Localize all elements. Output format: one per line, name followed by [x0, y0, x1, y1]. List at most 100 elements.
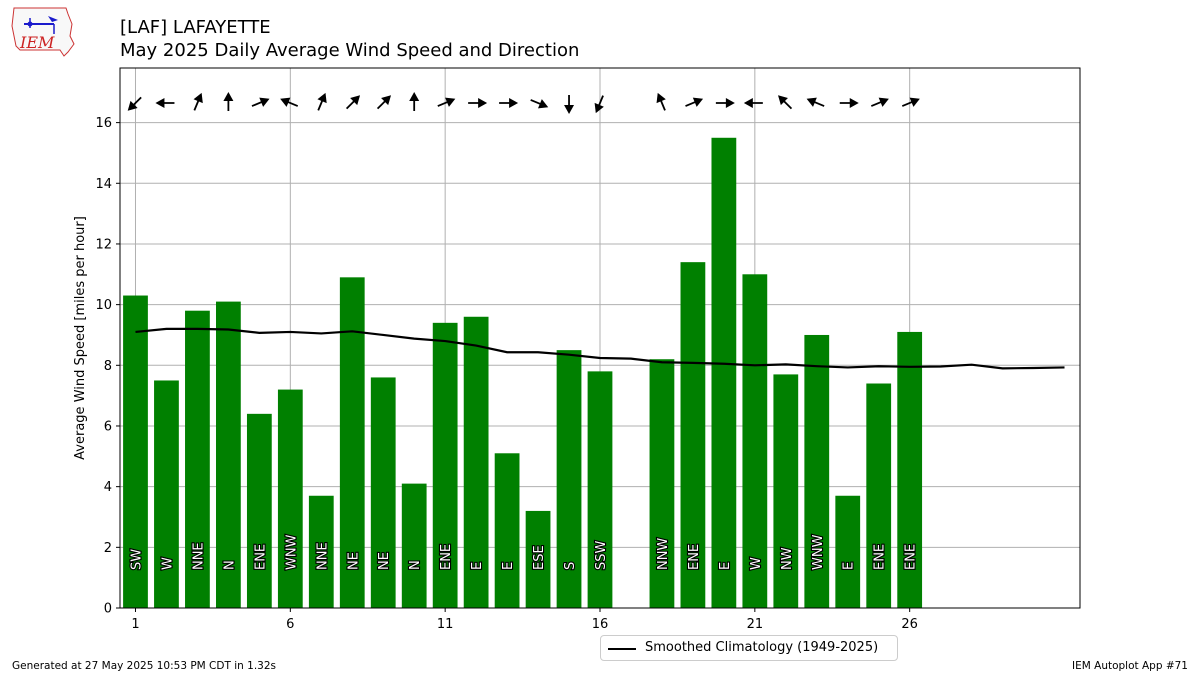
- direction-label-day-2: W: [160, 557, 175, 570]
- direction-arrow-day-20: [715, 98, 735, 108]
- y-tick-label: 10: [95, 298, 112, 313]
- direction-arrow-day-21: [743, 98, 763, 108]
- legend-label-climatology: Smoothed Climatology (1949-2025): [645, 640, 879, 655]
- direction-arrow-day-2: [155, 98, 175, 108]
- legend: Smoothed Climatology (1949-2025): [600, 635, 898, 661]
- direction-label-day-23: WNW: [811, 534, 826, 570]
- legend-swatch-climatology: [608, 648, 636, 650]
- direction-label-day-5: ENE: [253, 544, 268, 570]
- direction-arrow-day-4: [223, 92, 234, 111]
- direction-label-day-8: NE: [346, 552, 361, 570]
- bar-day-15: [556, 350, 582, 608]
- direction-label-day-7: NNE: [315, 542, 330, 570]
- direction-label-day-13: E: [501, 562, 516, 570]
- x-tick-label: 16: [592, 617, 609, 632]
- bar-day-10: [401, 483, 427, 608]
- bar-day-24: [835, 495, 861, 608]
- bar-day-25: [866, 383, 892, 608]
- direction-label-day-3: NNE: [191, 542, 206, 570]
- bar-day-1: [123, 295, 148, 608]
- direction-label-day-14: ESE: [532, 545, 547, 570]
- y-tick-label: 12: [95, 237, 112, 252]
- bar-day-22: [773, 374, 799, 608]
- bar-day-11: [432, 322, 458, 608]
- direction-arrow-day-12: [468, 98, 488, 108]
- bar-day-4: [216, 301, 241, 608]
- bar-day-19: [680, 262, 706, 608]
- direction-label-day-10: N: [408, 560, 423, 570]
- x-tick-label: 21: [747, 617, 764, 632]
- bar-day-5: [246, 413, 272, 608]
- direction-arrow-day-22: [778, 95, 793, 110]
- bar-day-6: [277, 389, 303, 608]
- direction-arrow-day-24: [839, 98, 859, 108]
- y-tick-label: 14: [95, 177, 112, 192]
- bar-day-3: [185, 310, 210, 608]
- direction-arrow-day-3: [193, 92, 203, 111]
- direction-label-day-12: E: [470, 562, 485, 570]
- y-axis-label: Average Wind Speed [miles per hour]: [73, 216, 88, 460]
- logo-text: IEM: [19, 33, 55, 52]
- climatology-line: [135, 327, 1065, 370]
- direction-arrow-day-26: [901, 97, 920, 107]
- y-tick-label: 0: [104, 602, 112, 617]
- direction-label-day-26: ENE: [904, 544, 919, 570]
- direction-arrow-day-14: [530, 99, 549, 109]
- direction-label-day-24: E: [842, 562, 857, 570]
- direction-label-day-18: NNW: [656, 538, 671, 570]
- direction-label-day-19: ENE: [687, 544, 702, 570]
- direction-arrow-day-7: [317, 92, 327, 111]
- x-tick-label: 1: [131, 617, 139, 632]
- direction-arrow-day-25: [870, 97, 889, 107]
- y-tick-label: 4: [104, 480, 112, 495]
- x-tick-label: 6: [286, 617, 294, 632]
- y-tick-label: 2: [104, 541, 112, 556]
- direction-arrow-day-10: [409, 92, 420, 111]
- bar-day-26: [897, 331, 923, 608]
- bar-day-9: [370, 377, 396, 608]
- direction-label-day-15: S: [563, 562, 578, 570]
- direction-arrow-day-9: [376, 95, 392, 110]
- generated-timestamp: Generated at 27 May 2025 10:53 PM CDT in…: [12, 660, 276, 672]
- direction-arrow-day-18: [656, 92, 666, 111]
- direction-label-day-1: SW: [129, 549, 144, 570]
- direction-arrow-day-6: [280, 97, 299, 107]
- bar-day-20: [711, 137, 737, 609]
- direction-label-day-6: WNW: [284, 534, 299, 570]
- bar-day-23: [804, 334, 830, 608]
- direction-arrow-day-15: [564, 95, 575, 114]
- bar-day-18: [649, 359, 675, 608]
- app-credit: IEM Autoplot App #71: [1072, 660, 1188, 672]
- direction-arrow-day-23: [806, 97, 825, 107]
- bar-day-2: [154, 380, 179, 608]
- direction-label-day-16: SSW: [594, 540, 609, 570]
- direction-label-day-21: W: [749, 557, 764, 570]
- direction-label-day-4: N: [222, 560, 237, 570]
- direction-label-day-22: NW: [780, 547, 795, 570]
- direction-label-day-20: E: [718, 562, 733, 570]
- x-tick-label: 26: [901, 617, 918, 632]
- direction-label-day-25: ENE: [873, 544, 888, 570]
- bar-day-12: [463, 316, 489, 608]
- chart-title-station: [LAF] LAFAYETTE: [120, 17, 271, 38]
- bar-day-16: [587, 371, 613, 608]
- y-tick-label: 16: [95, 116, 112, 131]
- direction-label-day-11: ENE: [439, 544, 454, 570]
- direction-arrow-day-8: [345, 95, 361, 110]
- bar-day-7: [308, 495, 334, 608]
- bar-day-14: [525, 510, 551, 608]
- direction-arrow-day-1: [127, 96, 142, 111]
- direction-arrow-day-19: [685, 97, 704, 107]
- bar-day-21: [742, 274, 768, 608]
- direction-arrow-day-16: [594, 95, 604, 114]
- chart-title: May 2025 Daily Average Wind Speed and Di…: [120, 40, 580, 61]
- bar-day-13: [494, 453, 520, 608]
- direction-arrow-day-11: [437, 97, 456, 107]
- direction-label-day-9: NE: [377, 552, 392, 570]
- direction-arrow-day-13: [499, 98, 519, 108]
- direction-arrow-day-5: [251, 97, 270, 107]
- y-tick-label: 6: [104, 419, 112, 434]
- x-tick-label: 11: [437, 617, 454, 632]
- y-tick-label: 8: [104, 359, 112, 374]
